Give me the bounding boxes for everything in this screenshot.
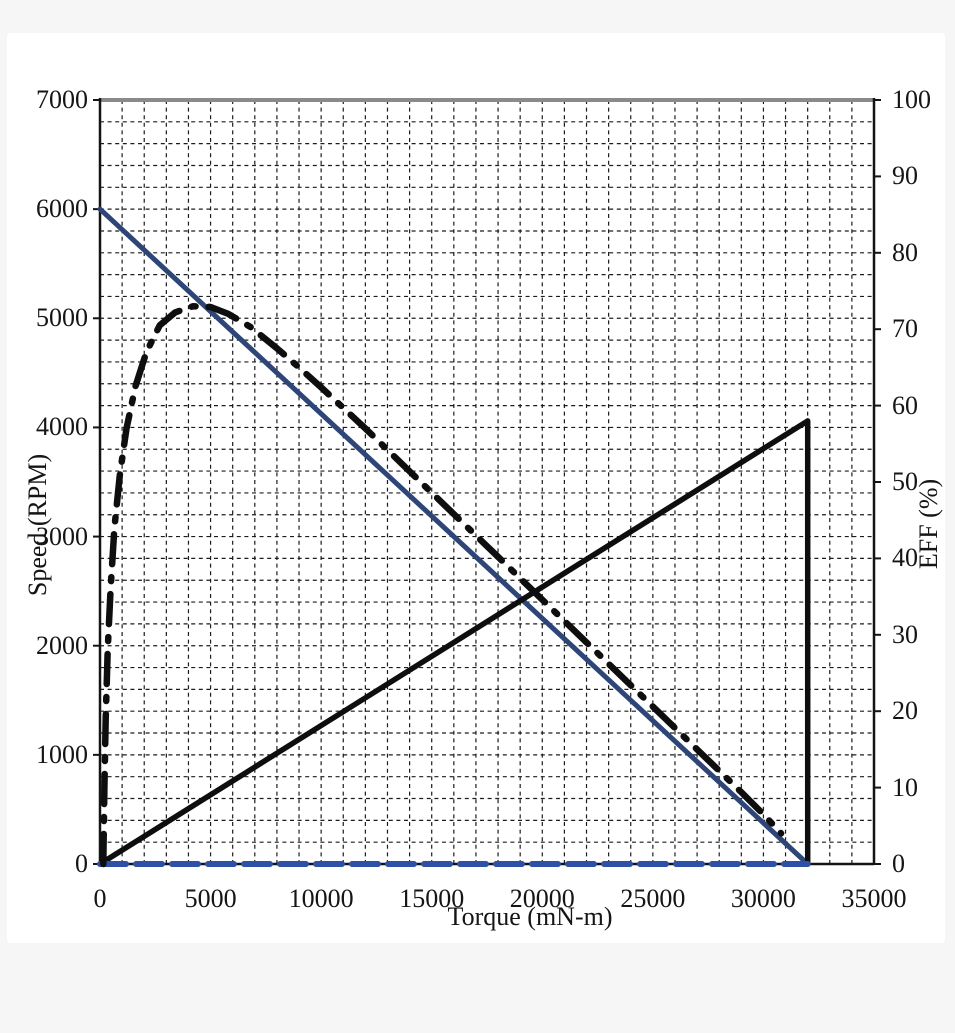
- right-tick-label-40: 40: [892, 543, 918, 573]
- x-tick-label-5000: 5000: [184, 884, 237, 913]
- x-tick-label-35000: 35000: [841, 884, 907, 913]
- right-tick-label-20: 20: [892, 696, 918, 726]
- right-tick-label-90: 90: [892, 161, 918, 191]
- right-tick-label-60: 60: [892, 390, 918, 420]
- axis-ticks: [93, 99, 881, 865]
- x-axis-title: Torque (mN-m): [447, 902, 613, 931]
- x-tick-label-0: 0: [93, 884, 107, 913]
- left-tick-label-6000: 6000: [36, 194, 88, 224]
- left-tick-label-1000: 1000: [36, 739, 88, 769]
- x-tick-label-10000: 10000: [288, 884, 354, 913]
- right-tick-label-80: 80: [892, 237, 918, 267]
- right-tick-label-10: 10: [892, 772, 918, 802]
- left-tick-label-2000: 2000: [36, 630, 88, 660]
- plot-frame: [98, 98, 876, 866]
- x-tick-label-20000: 20000: [509, 884, 575, 913]
- grid-lines: [100, 100, 874, 864]
- load-rise-line: [97, 418, 811, 867]
- y-axis-title-left: Speed (RPM): [23, 453, 52, 597]
- right-tick-label-100: 100: [892, 85, 931, 114]
- x-tick-label-30000: 30000: [730, 884, 796, 913]
- right-tick-label-0: 0: [892, 849, 905, 878]
- efficiency-curve: [100, 303, 785, 868]
- right-tick-label-30: 30: [892, 619, 918, 649]
- x-tick-label-15000: 15000: [399, 884, 465, 913]
- left-tick-label-5000: 5000: [36, 303, 88, 333]
- left-tick-label-4000: 4000: [36, 412, 88, 442]
- speed-torque-line: [97, 206, 811, 867]
- x-tick-label-25000: 25000: [620, 884, 686, 913]
- left-tick-label-3000: 3000: [36, 521, 88, 551]
- right-tick-label-70: 70: [892, 314, 918, 344]
- left-tick-label-0: 0: [75, 849, 88, 878]
- left-tick-label-7000: 7000: [36, 85, 88, 114]
- y-axis-title-right: EFF (%): [914, 478, 943, 570]
- right-tick-label-50: 50: [892, 467, 918, 496]
